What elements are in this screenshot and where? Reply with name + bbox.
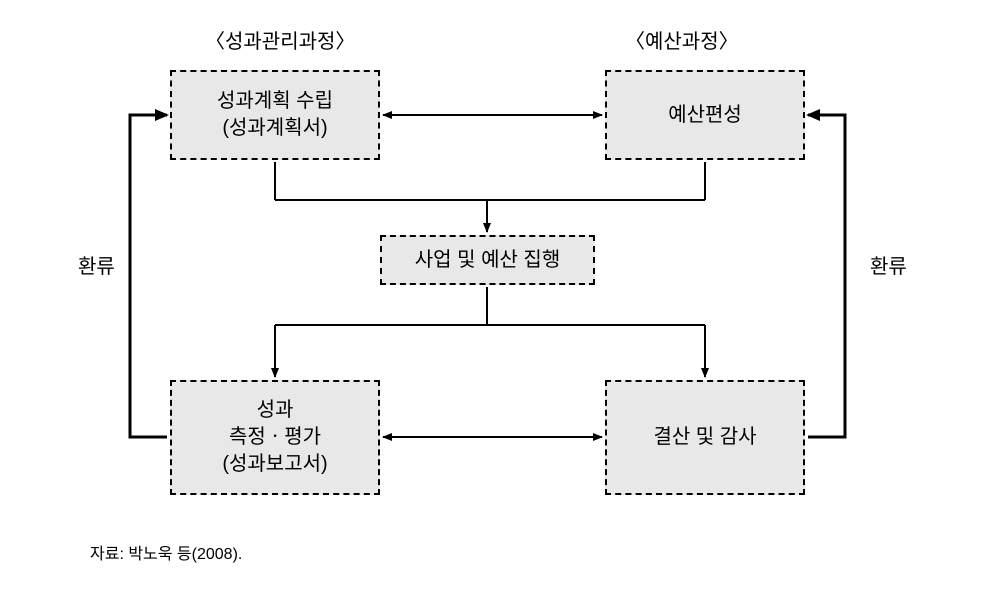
node-evaluate-line2: 측정ㆍ평가 xyxy=(229,424,321,451)
side-label-left: 환류 xyxy=(78,250,115,279)
node-plan-line2: (성과계획서) xyxy=(222,115,327,142)
node-evaluate-line1: 성과 xyxy=(257,397,294,424)
header-right: 〈예산과정〉 xyxy=(625,25,739,54)
footer-source: 자료: 박노욱 등(2008). xyxy=(90,540,242,564)
edge-feedback-left xyxy=(130,115,167,437)
node-plan: 성과계획 수립 (성과계획서) xyxy=(170,70,380,160)
side-label-right: 환류 xyxy=(870,250,907,279)
edge-feedback-right xyxy=(808,115,845,437)
node-execute-line1: 사업 및 예산 집행 xyxy=(415,247,560,274)
node-execute: 사업 및 예산 집행 xyxy=(380,235,595,285)
node-evaluate-line3: (성과보고서) xyxy=(222,451,327,478)
header-left: 〈성과관리과정〉 xyxy=(205,25,355,54)
node-evaluate: 성과 측정ㆍ평가 (성과보고서) xyxy=(170,380,380,495)
node-plan-line1: 성과계획 수립 xyxy=(217,88,333,115)
node-audit: 결산 및 감사 xyxy=(605,380,805,495)
arrows-layer xyxy=(0,0,994,590)
node-budget: 예산편성 xyxy=(605,70,805,160)
node-audit-line1: 결산 및 감사 xyxy=(653,424,756,451)
node-budget-line1: 예산편성 xyxy=(668,102,742,129)
